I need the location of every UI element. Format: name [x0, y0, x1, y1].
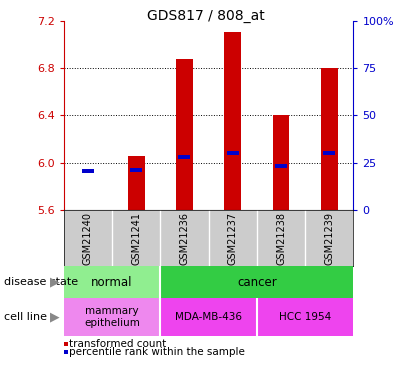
- Text: percentile rank within the sample: percentile rank within the sample: [69, 347, 245, 357]
- Bar: [176, 58, 193, 210]
- Bar: [227, 151, 239, 155]
- Text: normal: normal: [91, 276, 133, 289]
- Bar: [224, 33, 241, 210]
- Text: GSM21238: GSM21238: [276, 211, 286, 265]
- Text: cancer: cancer: [237, 276, 277, 289]
- Bar: [321, 68, 338, 210]
- Bar: [82, 169, 94, 173]
- Text: disease state: disease state: [4, 277, 78, 287]
- Text: GSM21239: GSM21239: [324, 211, 334, 265]
- Bar: [160, 298, 257, 336]
- Text: HCC 1954: HCC 1954: [279, 312, 331, 322]
- Bar: [178, 154, 190, 159]
- Bar: [272, 116, 289, 210]
- Bar: [79, 210, 96, 211]
- Text: GSM21237: GSM21237: [228, 211, 238, 265]
- Bar: [128, 156, 145, 210]
- Text: GSM21241: GSM21241: [131, 211, 141, 265]
- Text: cell line: cell line: [4, 312, 47, 322]
- Text: ▶: ▶: [50, 310, 60, 323]
- Bar: [64, 266, 160, 298]
- Bar: [130, 168, 142, 172]
- Text: mammary
epithelium: mammary epithelium: [84, 306, 140, 328]
- Bar: [323, 151, 335, 155]
- Text: ▶: ▶: [50, 276, 60, 289]
- Text: transformed count: transformed count: [69, 339, 166, 349]
- Bar: [257, 298, 353, 336]
- Text: MDA-MB-436: MDA-MB-436: [175, 312, 242, 322]
- Text: GSM21240: GSM21240: [83, 211, 93, 265]
- Text: GDS817 / 808_at: GDS817 / 808_at: [147, 9, 264, 23]
- Bar: [160, 266, 353, 298]
- Bar: [64, 298, 160, 336]
- Text: GSM21236: GSM21236: [180, 211, 189, 265]
- Bar: [275, 164, 287, 168]
